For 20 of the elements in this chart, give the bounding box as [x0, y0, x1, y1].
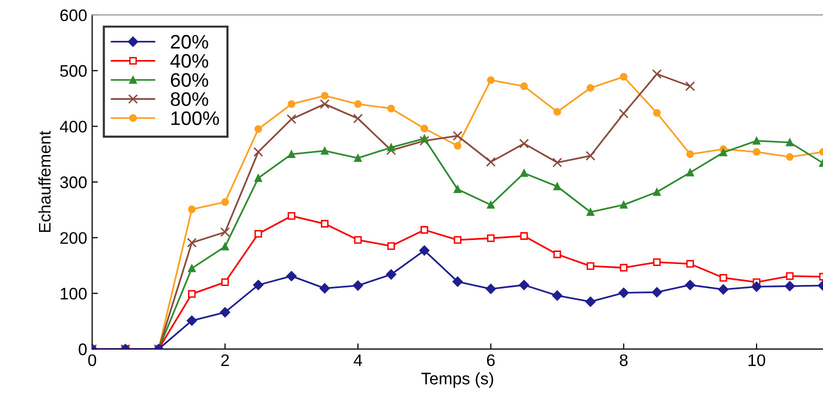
legend-label: 40% — [170, 54, 208, 68]
legend-label: 20% — [170, 34, 208, 49]
x-axis-title: Temps (s) — [421, 372, 494, 388]
x-tick-label: 0 — [88, 354, 96, 366]
x-tick-label: 2 — [221, 354, 229, 366]
y-axis-title: Echauffement — [38, 130, 51, 232]
y-tick-label: 500 — [60, 65, 87, 77]
x-tick-label: 8 — [620, 354, 628, 366]
x-tick-label: 4 — [354, 354, 362, 366]
x-tick-label: 10 — [748, 354, 766, 366]
y-tick-label: 0 — [78, 343, 87, 356]
legend-label: 100% — [171, 111, 219, 126]
y-tick-label: 100 — [60, 288, 87, 300]
y-tick-label: 400 — [60, 120, 87, 133]
y-tick-label: 300 — [60, 176, 87, 188]
y-tick-label: 600 — [60, 9, 87, 22]
legend-label: 80% — [170, 92, 208, 106]
y-tick-label: 200 — [60, 232, 87, 244]
x-tick-label: 6 — [487, 354, 495, 366]
legend-label: 60% — [170, 73, 208, 87]
